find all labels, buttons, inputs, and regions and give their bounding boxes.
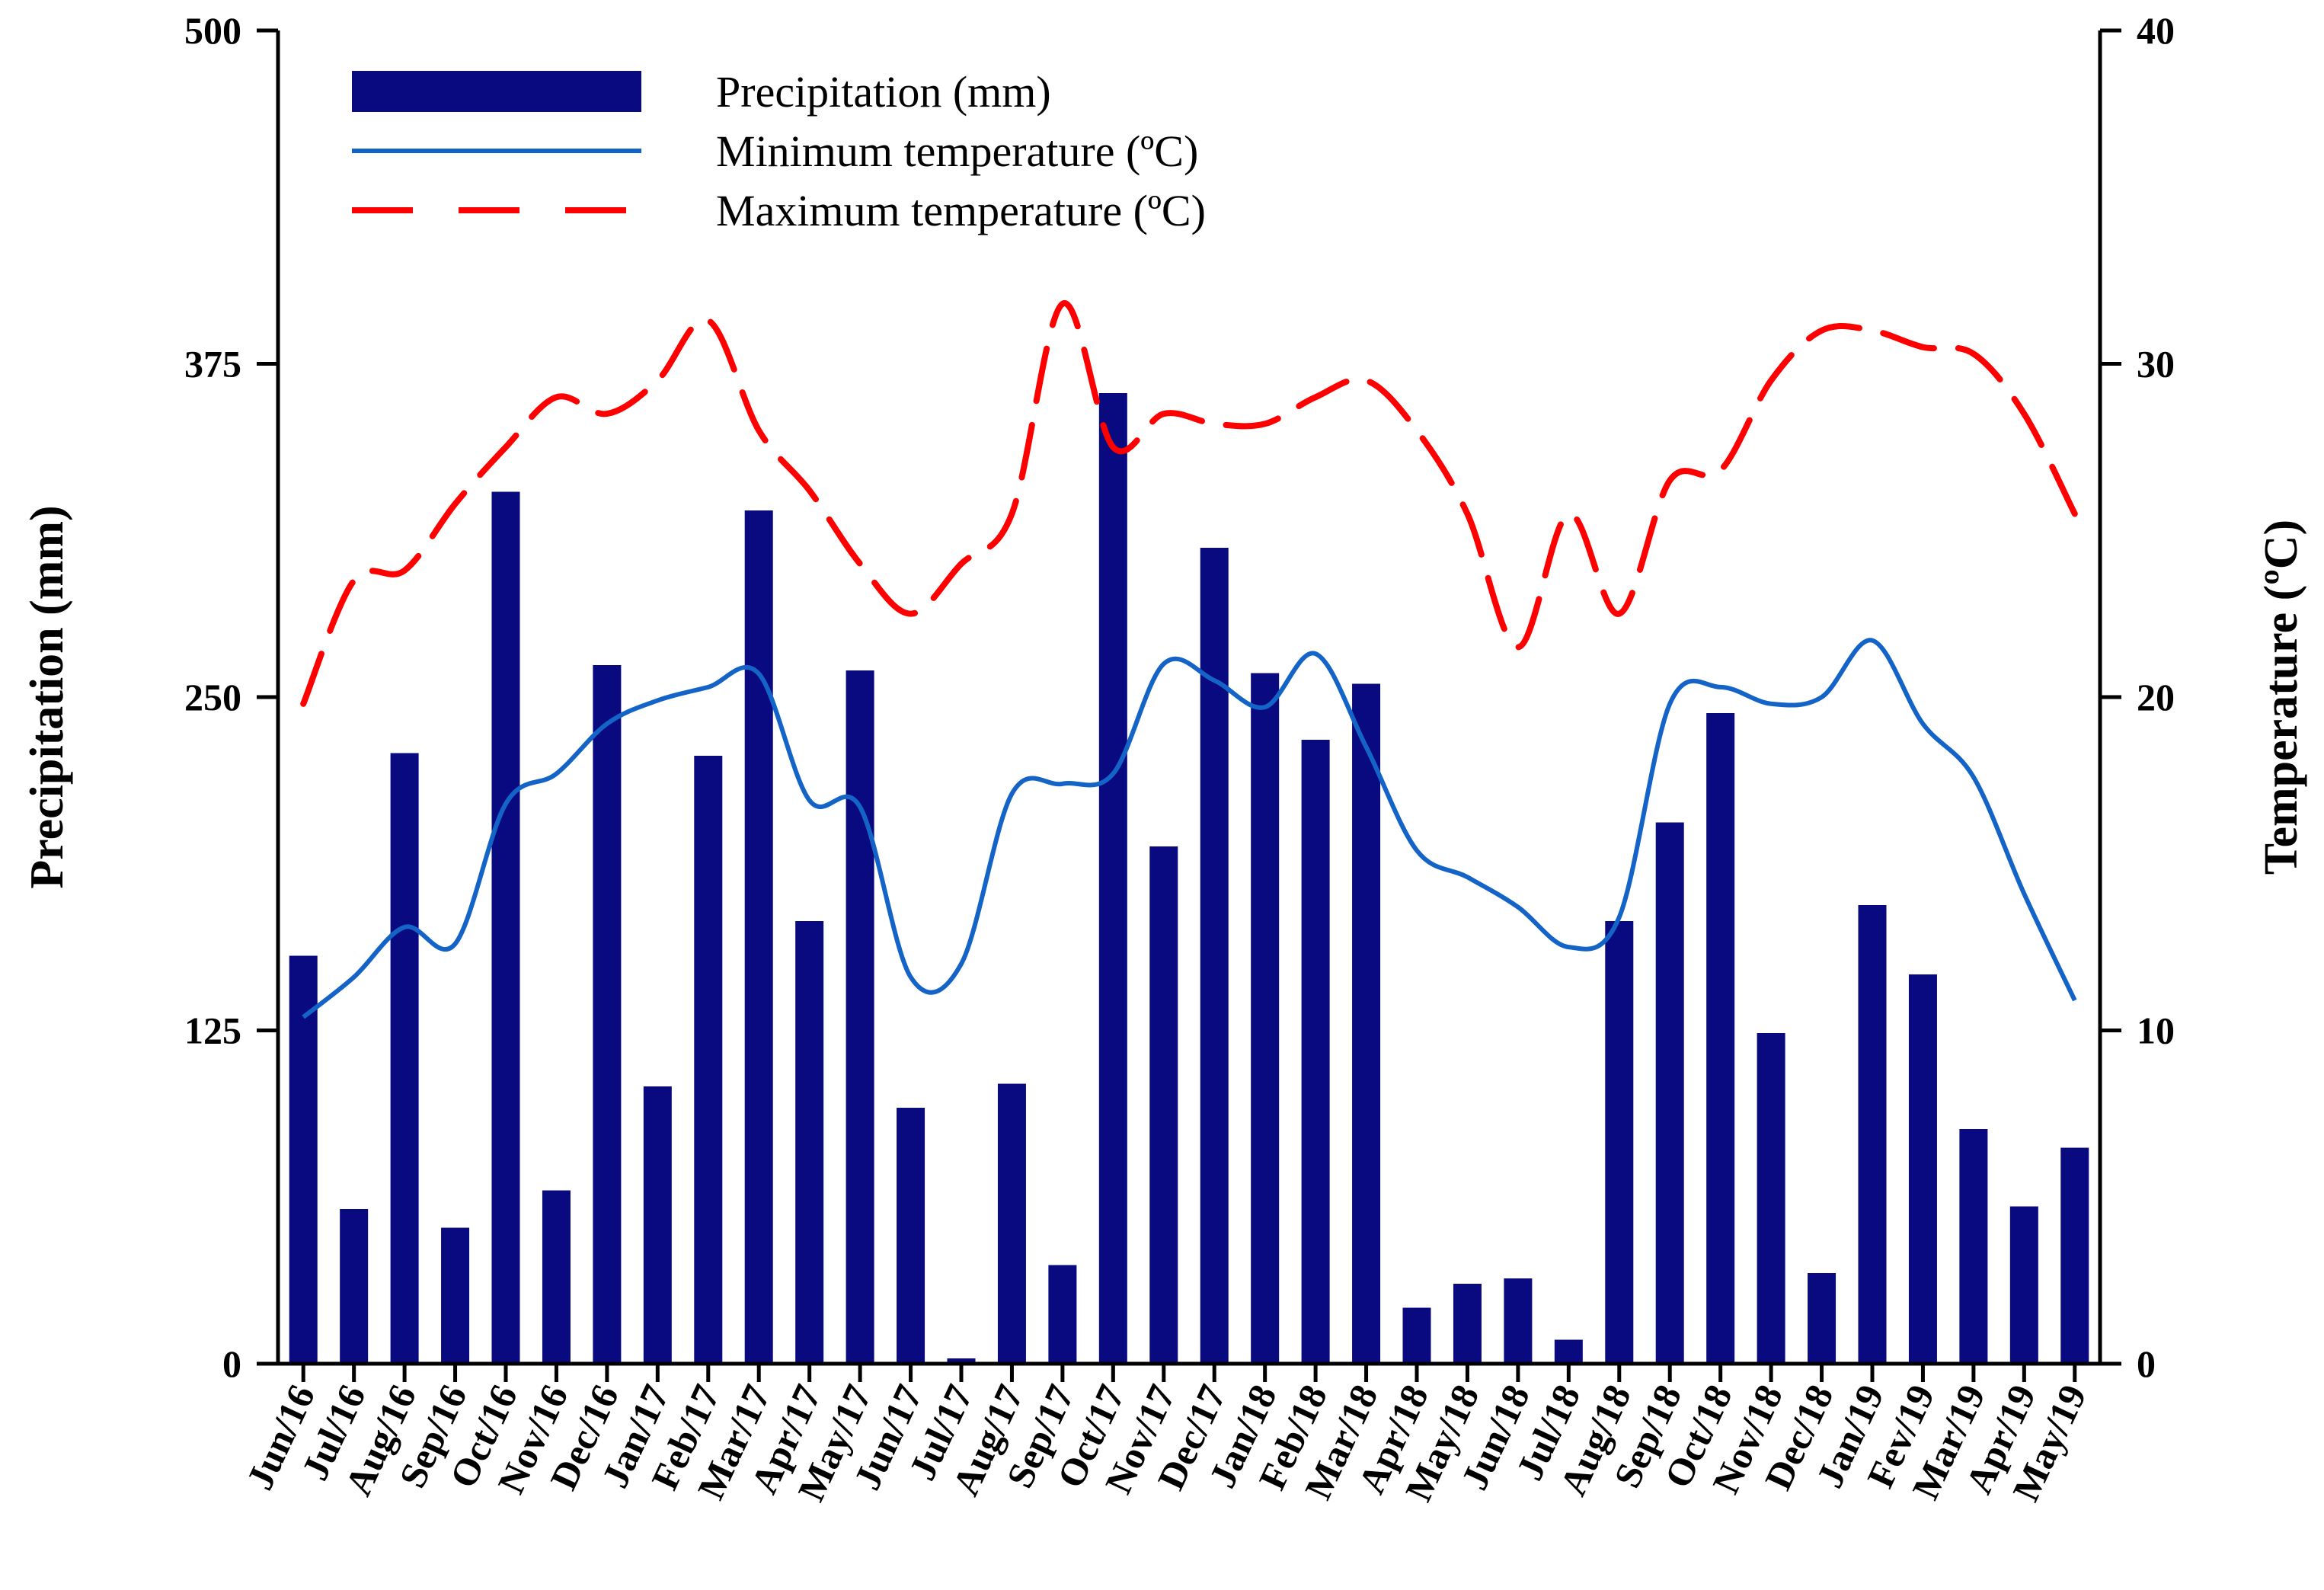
precipitation-bar <box>1655 822 1684 1364</box>
precipitation-bar <box>1352 683 1381 1364</box>
right-axis-tick-label: 30 <box>2137 343 2175 386</box>
legend-label-precipitation: Precipitation (mm) <box>716 67 1051 117</box>
precipitation-bar <box>1200 548 1229 1364</box>
precipitation-bar <box>1453 1284 1482 1364</box>
precipitation-bar <box>441 1227 470 1364</box>
min-temperature-line <box>302 638 2077 1019</box>
legend-swatch-precipitation <box>352 71 641 112</box>
precipitation-bar <box>1908 974 1937 1364</box>
max-temperature-line <box>300 300 2078 707</box>
legend-label-max-temperature: Maximum temperature (ºC) <box>716 186 1206 235</box>
precipitation-bar <box>390 753 419 1364</box>
precipitation-bar <box>1959 1129 1988 1364</box>
precipitation-bar <box>2060 1147 2089 1364</box>
precipitation-bar <box>744 510 773 1364</box>
precipitation-bar <box>795 921 824 1364</box>
left-axis-title: Precipitation (mm) <box>21 505 73 888</box>
precipitation-bar <box>1402 1307 1431 1364</box>
precipitation-bar <box>997 1083 1026 1364</box>
precipitation-bar <box>1605 921 1634 1364</box>
precipitation-bar <box>1098 393 1127 1364</box>
precipitation-bar <box>289 955 318 1364</box>
right-axis-tick-label: 10 <box>2137 1009 2175 1052</box>
precipitation-bar <box>340 1209 369 1364</box>
line-series <box>300 300 2078 1019</box>
precipitation-bar <box>694 756 723 1364</box>
precipitation-bar <box>643 1086 672 1364</box>
precipitation-bar <box>1706 713 1735 1364</box>
precipitation-bar <box>947 1358 976 1364</box>
precipitation-bar <box>542 1190 571 1364</box>
bar-series <box>289 393 2089 1364</box>
left-axis-tick-label: 375 <box>184 343 241 386</box>
precipitation-bar <box>846 670 874 1364</box>
right-axis-title: Temperature (ºC) <box>2255 520 2307 875</box>
precipitation-bar <box>1757 1033 1785 1364</box>
precipitation-bar <box>1808 1273 1837 1364</box>
precipitation-bar <box>1251 673 1280 1364</box>
precipitation-bar <box>2009 1206 2038 1364</box>
axes: 0125250375500010203040Jun/16Jul/16Aug/16… <box>21 9 2307 1508</box>
precipitation-bar <box>1149 846 1178 1364</box>
left-axis-tick-label: 250 <box>184 676 241 718</box>
left-axis-tick-label: 0 <box>222 1342 241 1385</box>
precipitation-bar <box>1858 905 1887 1364</box>
right-axis-tick-label: 20 <box>2137 676 2175 718</box>
right-axis-tick-label: 40 <box>2137 9 2175 52</box>
right-axis-tick-label: 0 <box>2137 1342 2156 1385</box>
left-axis-tick-label: 500 <box>184 9 241 52</box>
precipitation-bar <box>491 491 520 1364</box>
left-axis-tick-label: 125 <box>184 1009 241 1052</box>
precipitation-bar <box>1301 740 1330 1364</box>
precipitation-bar <box>897 1108 925 1364</box>
legend: Precipitation (mm) Minimum temperature (º… <box>352 67 1206 235</box>
precipitation-bar <box>1504 1278 1533 1364</box>
legend-label-min-temperature: Minimum temperature (ºC) <box>716 126 1198 176</box>
precipitation-bar <box>593 665 622 1364</box>
precipitation-bar <box>1554 1339 1583 1364</box>
precipitation-bar <box>1048 1265 1077 1364</box>
